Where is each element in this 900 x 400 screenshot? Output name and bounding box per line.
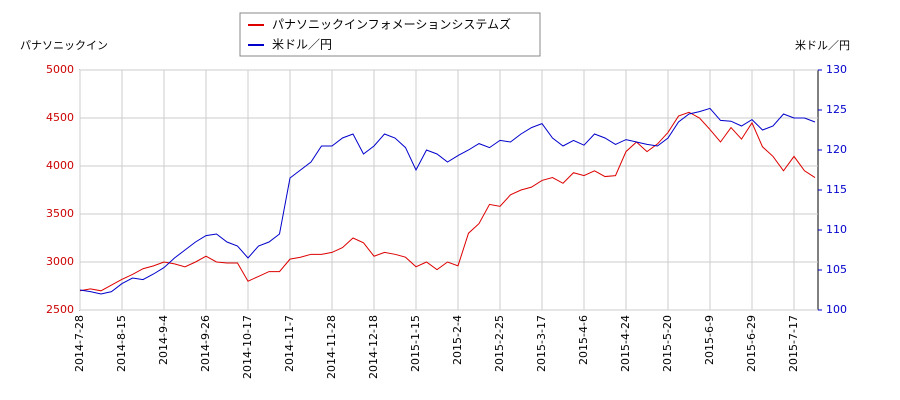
- x-tick-label: 2015-1-15: [409, 315, 422, 372]
- y-tick-label: 5000: [46, 63, 74, 76]
- x-tick-label: 2014-12-18: [367, 315, 380, 379]
- series-line: [79, 111, 816, 292]
- legend: [239, 12, 541, 57]
- x-tick-label: 2014-9-26: [199, 315, 212, 372]
- x-tick-label: 2014-11-7: [283, 315, 296, 372]
- y-tick-label: 4500: [46, 111, 74, 124]
- y2-tick-label: 120: [826, 143, 847, 156]
- y-tick-label: 3000: [46, 255, 74, 268]
- y-tick-label: 3500: [46, 207, 74, 220]
- x-tick-label: 2015-6-29: [745, 315, 758, 372]
- y-axis-label: パナソニックイン: [20, 39, 108, 52]
- x-tick-label: 2014-10-17: [241, 315, 254, 379]
- y-tick-label: 4000: [46, 159, 74, 172]
- x-tick-label: 2015-2-25: [493, 315, 506, 372]
- x-tick-label: 2014-9-4: [157, 315, 170, 365]
- y2-axis-label: 米ドル／円: [795, 39, 850, 52]
- plot-frame: [79, 69, 819, 311]
- legend-label: パナソニックインフォメーションシステムズ: [272, 17, 511, 32]
- y2-tick-label: 105: [826, 263, 847, 276]
- legend-label: 米ドル／円: [272, 38, 332, 52]
- series-line: [79, 107, 816, 295]
- x-tick-label: 2015-2-4: [451, 315, 464, 365]
- x-tick-label: 2015-4-6: [577, 315, 590, 365]
- x-tick-label: 2015-5-20: [661, 315, 674, 372]
- y2-tick-label: 125: [826, 103, 847, 116]
- x-tick-label: 2014-11-28: [325, 315, 338, 379]
- x-tick-label: 2014-8-15: [115, 315, 128, 372]
- x-tick-label: 2015-3-17: [535, 315, 548, 372]
- x-tick-label: 2015-6-9: [703, 315, 716, 365]
- x-tick-label: 2015-7-17: [787, 315, 800, 372]
- y2-tick-label: 130: [826, 63, 847, 76]
- x-tick-label: 2014-7-28: [73, 315, 86, 372]
- y2-tick-label: 115: [826, 183, 847, 196]
- y-tick-label: 2500: [46, 303, 74, 316]
- x-tick-label: 2015-4-24: [619, 315, 632, 372]
- y2-tick-label: 100: [826, 303, 847, 316]
- y2-tick-label: 110: [826, 223, 847, 236]
